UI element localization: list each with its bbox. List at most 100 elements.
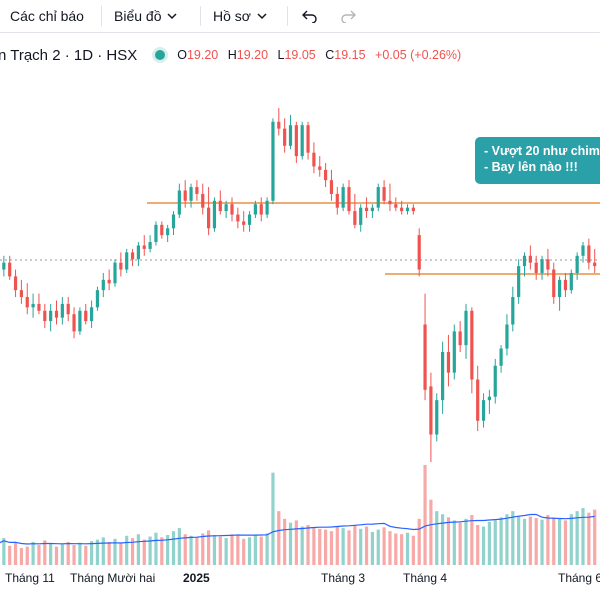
candle-body	[341, 187, 345, 208]
candle-body	[364, 207, 369, 212]
volume-bar	[13, 541, 18, 565]
candle-body	[72, 314, 76, 332]
candle-body	[411, 207, 415, 212]
volume-bar	[388, 531, 392, 565]
redo-button[interactable]	[332, 0, 370, 33]
volume-bar	[329, 531, 334, 565]
candle-body	[382, 187, 386, 201]
volume-bar	[476, 525, 480, 565]
volume-bar	[195, 537, 199, 565]
symbol-legend: n Trạch 2 · 1D · HSX O19.20 H19.20 L19.0…	[0, 44, 467, 66]
volume-bar	[435, 511, 439, 565]
candle-body	[405, 207, 410, 212]
candle-body	[587, 245, 591, 263]
volume-bar	[201, 533, 205, 565]
volume-bar	[148, 536, 152, 565]
volume-bar	[189, 535, 193, 565]
candle-body	[183, 190, 187, 201]
volume-bar	[78, 542, 82, 565]
volume-bar	[177, 528, 181, 565]
top-toolbar: Các chỉ báo Biểu đồ Hồ sơ	[0, 0, 600, 33]
candle-body	[160, 224, 164, 236]
chevron-down-icon	[167, 13, 178, 20]
volume-bar	[470, 515, 474, 565]
close-value: 19.15	[334, 48, 366, 62]
volume-bar	[452, 520, 456, 565]
candle-body	[212, 200, 217, 229]
candle-body	[511, 297, 515, 325]
close-label: C	[325, 48, 335, 62]
candle-body	[265, 200, 269, 215]
chart-type-dropdown[interactable]: Biểu đồ	[102, 0, 200, 33]
candle-body	[522, 255, 527, 267]
volume-bar	[505, 514, 509, 565]
indicators-button[interactable]: Các chỉ báo	[0, 0, 101, 33]
indicators-label: Các chỉ báo	[10, 8, 84, 24]
candle-body	[376, 187, 380, 208]
undo-button[interactable]	[288, 0, 332, 33]
high-value: 19.20	[236, 48, 269, 62]
candle-body	[300, 125, 304, 157]
toolbar-divider	[101, 6, 102, 26]
profile-dropdown[interactable]: Hồ sơ	[201, 0, 287, 33]
candle-body	[417, 235, 421, 270]
candle-body	[575, 255, 579, 273]
volume-bar	[341, 528, 345, 565]
candle-body	[207, 207, 211, 229]
volume-bar	[212, 535, 217, 565]
x-tick-label: Tháng 4	[403, 571, 448, 585]
volume-bar	[265, 533, 269, 565]
candle-body	[25, 297, 29, 308]
volume-bar	[400, 534, 404, 565]
callout-annotation[interactable]: - Vượt 20 như chim - Bay lên nào !!!	[475, 137, 600, 184]
volume-bar	[31, 541, 35, 565]
candle-body	[435, 400, 439, 435]
profile-label: Hồ sơ	[213, 8, 251, 24]
volume-bar	[119, 542, 123, 565]
volume-bar	[154, 532, 158, 565]
high-label: H	[227, 48, 237, 62]
volume-bar	[546, 515, 550, 565]
candle-body	[458, 331, 462, 346]
candle-body	[95, 290, 100, 308]
volume-bar	[113, 538, 117, 565]
volume-bar	[271, 472, 275, 565]
volume-bar	[359, 528, 363, 565]
volume-bar	[593, 509, 597, 565]
candle-body	[166, 228, 170, 236]
candle-body	[324, 169, 328, 181]
volume-bar	[259, 536, 263, 565]
candle-body	[84, 310, 88, 322]
chart-type-label: Biểu đồ	[114, 8, 162, 24]
candle-body	[154, 224, 158, 243]
volume-bar	[253, 535, 257, 565]
candle-body	[195, 187, 199, 194]
symbol-title[interactable]: n Trạch 2 · 1D · HSX	[0, 46, 138, 64]
candle-body	[2, 262, 6, 270]
volume-bar	[8, 545, 12, 565]
candle-body	[534, 262, 538, 273]
volume-bar	[236, 535, 240, 565]
candle-body	[359, 207, 363, 225]
candle-body	[558, 279, 562, 298]
candle-body	[101, 279, 105, 291]
volume-bar	[493, 520, 497, 565]
candle-body	[540, 259, 544, 273]
volume-bar	[242, 538, 246, 565]
change-value: +0.05 (+0.26%)	[375, 48, 462, 62]
candle-body	[107, 279, 111, 284]
volume-bar	[364, 526, 369, 565]
volume-bar	[517, 515, 521, 565]
volume-bar	[522, 518, 527, 565]
candle-body	[60, 303, 64, 318]
candle-body	[130, 252, 135, 260]
candle-body	[8, 262, 12, 277]
candle-body	[230, 204, 234, 215]
volume-bar	[183, 534, 187, 565]
volume-bar	[511, 511, 515, 565]
candle-body	[581, 245, 585, 256]
candle-body	[353, 211, 357, 225]
volume-bar	[49, 543, 53, 565]
volume-bar	[558, 518, 562, 565]
